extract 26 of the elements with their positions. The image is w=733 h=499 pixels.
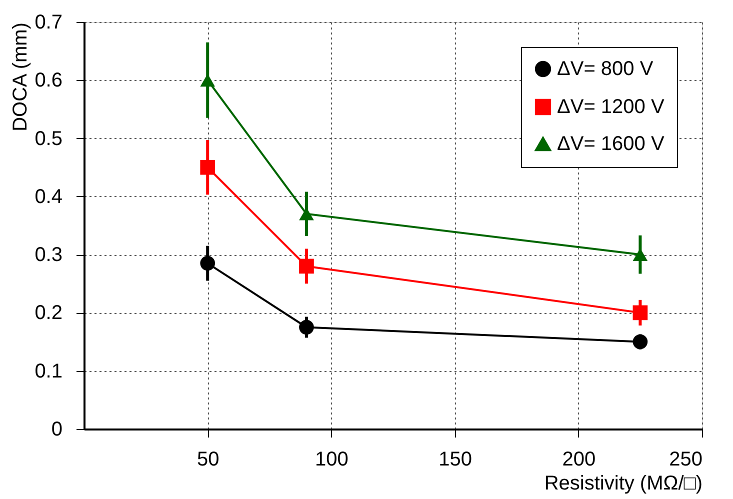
y-axis-title: DOCA (mm) — [10, 22, 32, 132]
y-tick-label: 0.3 — [34, 244, 62, 266]
point — [200, 160, 216, 175]
x-tick-label: 150 — [438, 448, 472, 470]
legend-label: ΔV= 800 V — [557, 58, 654, 80]
y-tick-label: 0.1 — [34, 360, 62, 382]
x-tick-label: 50 — [196, 448, 220, 470]
x-tick-label: 250 — [669, 448, 702, 470]
y-tick-label: 0.2 — [34, 302, 62, 324]
point — [632, 334, 648, 350]
point — [299, 320, 314, 335]
legend-label: ΔV= 1600 V — [557, 133, 665, 155]
point — [299, 258, 314, 274]
point — [632, 305, 648, 320]
point — [200, 74, 216, 87]
point — [200, 256, 216, 271]
y-tick-label: 0.7 — [34, 12, 62, 34]
x-axis-title: Resistivity (MΩ/□) — [544, 472, 702, 494]
legend-label: ΔV= 1200 V — [557, 96, 665, 118]
y-tick-label: 0 — [51, 418, 62, 440]
y-tick-label: 0.5 — [34, 128, 62, 150]
x-tick-label: 100 — [315, 448, 348, 470]
y-tick-label: 0.4 — [34, 186, 62, 208]
x-tick-label: 200 — [562, 448, 596, 470]
point — [632, 248, 648, 261]
y-tick-label: 0.6 — [34, 70, 62, 92]
